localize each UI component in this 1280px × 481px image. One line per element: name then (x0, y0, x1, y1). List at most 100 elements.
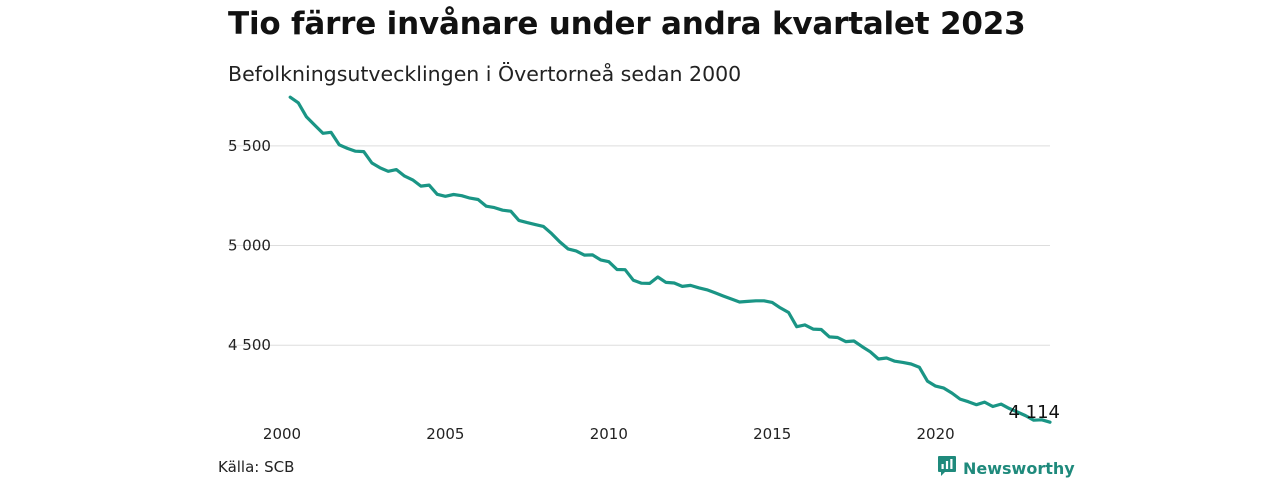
data-point (518, 219, 521, 222)
data-point (681, 285, 684, 288)
data-point (812, 328, 815, 331)
data-point (501, 209, 504, 212)
data-point (616, 268, 619, 271)
data-point (591, 254, 594, 257)
end-value-label: 4 114 (1008, 402, 1060, 423)
annotation-layer: 4 114 (1008, 402, 1060, 423)
data-point (322, 132, 325, 135)
data-point (558, 241, 561, 244)
data-point (338, 143, 341, 146)
data-point (567, 248, 570, 251)
data-point (926, 380, 929, 383)
data-point (362, 150, 365, 153)
data-point (289, 96, 292, 99)
data-point (714, 291, 717, 294)
chart-subtitle: Befolkningsutvecklingen i Övertorneå sed… (228, 62, 742, 86)
data-point (583, 254, 586, 257)
data-point (420, 185, 423, 188)
data-point (460, 194, 463, 197)
data-point (983, 401, 986, 404)
data-point (942, 387, 945, 390)
data-point (910, 363, 913, 366)
data-point (436, 193, 439, 196)
data-point (665, 281, 668, 284)
data-point (493, 206, 496, 209)
data-point (526, 221, 529, 224)
data-point (379, 166, 382, 169)
series-layer (288, 95, 1052, 424)
data-point (542, 225, 545, 228)
data-point (452, 193, 455, 196)
data-point (305, 116, 308, 119)
gridlines (228, 145, 1050, 346)
data-point (934, 385, 937, 388)
data-point (656, 276, 659, 279)
data-point (975, 403, 978, 406)
x-axis-tick-labels: 2000 2005 2010 2015 2020 (263, 425, 955, 443)
y-tick-label: 4 500 (228, 336, 271, 354)
data-point (428, 184, 431, 187)
data-point (771, 301, 774, 304)
data-point (820, 328, 823, 331)
data-point (346, 147, 349, 150)
data-point (885, 357, 888, 360)
data-point (648, 282, 651, 285)
data-point (534, 223, 537, 226)
series-line (288, 95, 1052, 424)
data-point (354, 150, 357, 153)
data-point (550, 232, 553, 235)
data-point (403, 175, 406, 178)
data-point (297, 101, 300, 104)
data-point (689, 284, 692, 287)
source-credit: Källa: SCB (218, 458, 295, 476)
data-point (509, 210, 512, 213)
data-point (673, 282, 676, 285)
y-tick-label: 5 500 (228, 137, 271, 155)
data-point (918, 366, 921, 369)
data-point (844, 340, 847, 343)
data-point (722, 295, 725, 298)
x-tick-label: 2000 (263, 425, 301, 443)
data-point (869, 350, 872, 353)
data-point (853, 340, 856, 343)
x-tick-label: 2005 (426, 425, 464, 443)
data-point (624, 268, 627, 271)
data-point (477, 198, 480, 201)
y-axis-tick-labels: 4 500 5 000 5 500 (228, 137, 271, 354)
data-point (371, 162, 374, 165)
data-point (632, 279, 635, 282)
data-point (575, 250, 578, 253)
data-point (395, 168, 398, 171)
x-tick-label: 2010 (590, 425, 628, 443)
data-point (599, 259, 602, 262)
data-point (485, 205, 488, 208)
data-point (795, 325, 798, 328)
data-point (836, 336, 839, 339)
data-point (1000, 403, 1003, 406)
data-point (730, 298, 733, 301)
x-tick-label: 2020 (917, 425, 955, 443)
data-point (738, 301, 741, 304)
data-point (706, 288, 709, 291)
data-point (330, 131, 333, 134)
data-point (607, 260, 610, 263)
data-point-layer (289, 96, 1052, 424)
data-point (893, 360, 896, 363)
brand-logo[interactable]: Newsworthy (937, 455, 1075, 481)
newsworthy-chart-logo-icon (937, 455, 957, 481)
data-point (411, 179, 414, 182)
data-point (755, 299, 758, 302)
y-tick-label: 5 000 (228, 237, 271, 255)
data-point (861, 345, 864, 348)
data-point (444, 195, 447, 198)
x-tick-label: 2015 (753, 425, 791, 443)
data-point (967, 400, 970, 403)
data-point (779, 307, 782, 310)
data-point (991, 405, 994, 408)
data-point (746, 300, 749, 303)
data-point (877, 358, 880, 361)
data-point (804, 324, 807, 327)
data-point (787, 311, 790, 314)
data-point (902, 361, 905, 364)
